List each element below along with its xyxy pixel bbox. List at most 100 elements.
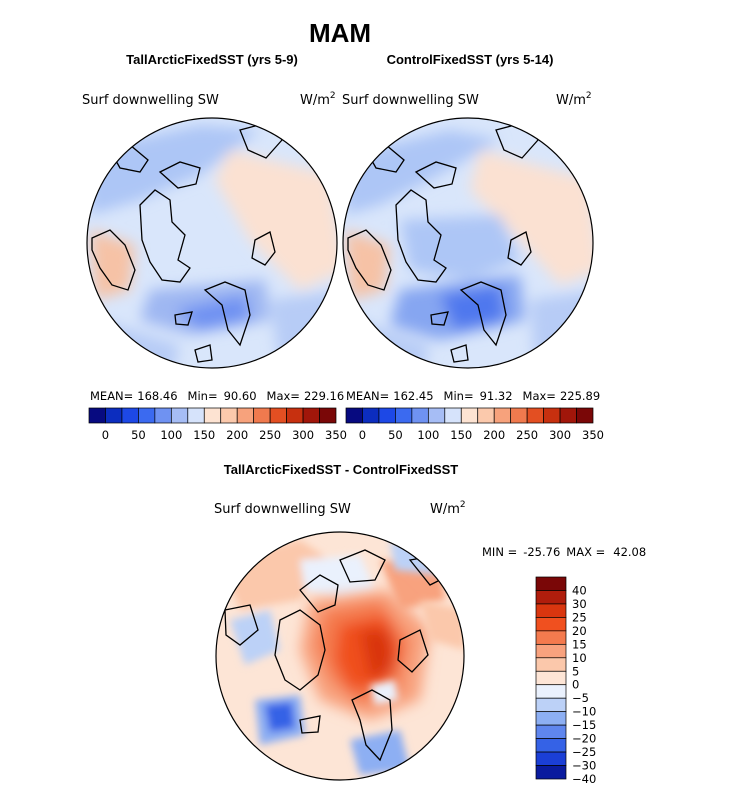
colorbar-tick-label: −20 — [572, 732, 596, 746]
colorbar — [88, 407, 337, 424]
stats-line: MEAN= 168.46 Min= 90.60 Max= 229.16 — [90, 389, 344, 403]
colorbar-swatch — [493, 407, 512, 424]
colorbar-swatch — [543, 407, 561, 424]
colorbar-tick-label: 20 — [572, 624, 587, 638]
colorbar-tick-label: 100 — [417, 428, 439, 442]
panel-difference: TallArcticFixedSST - ControlFixedSST Sur… — [214, 462, 646, 786]
colorbar-tick-label: 350 — [582, 428, 604, 442]
units-label: W/m2 — [430, 500, 466, 517]
page-title: MAM — [309, 18, 371, 48]
variable-label: Surf downwelling SW — [342, 93, 479, 108]
colorbar-swatch — [345, 407, 363, 424]
colorbar-swatch — [170, 407, 189, 424]
colorbar-tick-label: 250 — [516, 428, 538, 442]
polar-map — [343, 118, 593, 368]
colorbar-swatch — [187, 407, 205, 424]
map-outline — [86, 117, 338, 369]
variable-label: Surf downwelling SW — [82, 93, 219, 108]
colorbar-tick-label: 10 — [572, 651, 587, 665]
colorbar-swatch — [477, 407, 495, 424]
colorbar-swatch — [535, 657, 567, 672]
map-outline — [342, 117, 594, 369]
map-outline — [215, 531, 465, 781]
panel-subtitle: TallArcticFixedSST (yrs 5-9) — [126, 52, 298, 67]
colorbar-tick-label: −25 — [572, 745, 596, 759]
colorbar-swatch — [535, 603, 567, 618]
colorbar-tick-label: 200 — [226, 428, 248, 442]
colorbar-swatch — [154, 407, 172, 424]
colorbar-swatch — [362, 407, 380, 424]
colorbar-swatch — [526, 407, 544, 424]
panel-control: ControlFixedSST (yrs 5-14) Surf downwell… — [342, 52, 604, 442]
colorbar-swatch — [559, 407, 577, 424]
colorbar-tick-label: 100 — [160, 428, 182, 442]
colorbar-tick-label: 30 — [572, 597, 587, 611]
colorbar-tick-label: 250 — [259, 428, 281, 442]
colorbar-swatch — [535, 590, 567, 605]
colorbar-swatch — [269, 407, 287, 424]
colorbar-tick-label: 40 — [572, 583, 587, 597]
colorbar-ticks: 0 50 100 150 200 250 300 350 — [359, 428, 604, 442]
colorbar-swatch — [535, 617, 567, 632]
panel-subtitle: TallArcticFixedSST - ControlFixedSST — [224, 462, 459, 477]
colorbar-tick-label: 300 — [292, 428, 314, 442]
colorbar-tick-label: 25 — [572, 610, 587, 624]
colorbar-swatch — [319, 407, 337, 424]
colorbar-swatch — [576, 407, 594, 424]
colorbar-swatch — [378, 407, 396, 424]
colorbar-swatch — [535, 643, 567, 659]
colorbar-swatch — [535, 765, 567, 780]
colorbar-tick-label: −10 — [572, 705, 596, 719]
colorbar-tick-label: 150 — [450, 428, 472, 442]
colorbar-swatch — [395, 407, 413, 424]
colorbar-swatch — [535, 751, 567, 766]
polar-map — [216, 532, 464, 780]
colorbar-tick-label: 0 — [359, 428, 366, 442]
colorbar-tick-label: 0 — [572, 678, 579, 692]
colorbar-swatch — [535, 738, 567, 753]
colorbar-swatch — [236, 407, 255, 424]
panel-subtitle: ControlFixedSST (yrs 5-14) — [387, 52, 554, 67]
colorbar — [535, 576, 567, 780]
colorbar-swatch — [427, 407, 446, 424]
colorbar-tick-label: 0 — [102, 428, 109, 442]
colorbar-swatch — [535, 630, 567, 645]
colorbar-swatch — [535, 684, 567, 699]
colorbar-swatch — [535, 576, 567, 591]
min-max-label: MIN = -25.76 MAX = 42.08 — [482, 545, 646, 559]
stats-line: MEAN= 162.45 Min= 91.32 Max= 225.89 — [346, 389, 600, 403]
colorbar — [345, 407, 594, 424]
colorbar-swatch — [220, 407, 238, 424]
colorbar-swatch — [411, 407, 429, 424]
colorbar-tick-label: 15 — [572, 637, 587, 651]
units-label: W/m2 — [300, 91, 336, 108]
colorbar-swatch — [535, 711, 567, 726]
colorbar-tick-label: 50 — [131, 428, 146, 442]
colorbar-swatch — [444, 407, 462, 424]
colorbar-swatch — [535, 724, 567, 739]
colorbar-swatch — [460, 407, 479, 424]
colorbar-ticks: 0 50 100 150 200 250 300 350 — [102, 428, 347, 442]
colorbar-tick-label: 350 — [325, 428, 347, 442]
colorbar-tick-label: −5 — [572, 691, 589, 705]
colorbar-tick-label: −40 — [572, 772, 596, 786]
colorbar-swatch — [203, 407, 222, 424]
colorbar-tick-label: 150 — [193, 428, 215, 442]
polar-map — [87, 118, 337, 368]
colorbar-swatch — [253, 407, 271, 424]
colorbar-swatch — [138, 407, 156, 424]
variable-label: Surf downwelling SW — [214, 502, 351, 517]
colorbar-swatch — [302, 407, 320, 424]
colorbar-tick-label: 300 — [549, 428, 571, 442]
colorbar-swatch — [286, 407, 304, 424]
colorbar-swatch — [535, 697, 567, 713]
colorbar-swatch — [535, 670, 567, 686]
colorbar-swatch — [88, 407, 106, 424]
colorbar-tick-label: −30 — [572, 759, 596, 773]
colorbar-tick-label: −15 — [572, 718, 596, 732]
colorbar-tick-label: 5 — [572, 664, 579, 678]
colorbar-tick-label: 50 — [388, 428, 403, 442]
panel-tallarctic: TallArcticFixedSST (yrs 5-9) Surf downwe… — [82, 52, 347, 442]
